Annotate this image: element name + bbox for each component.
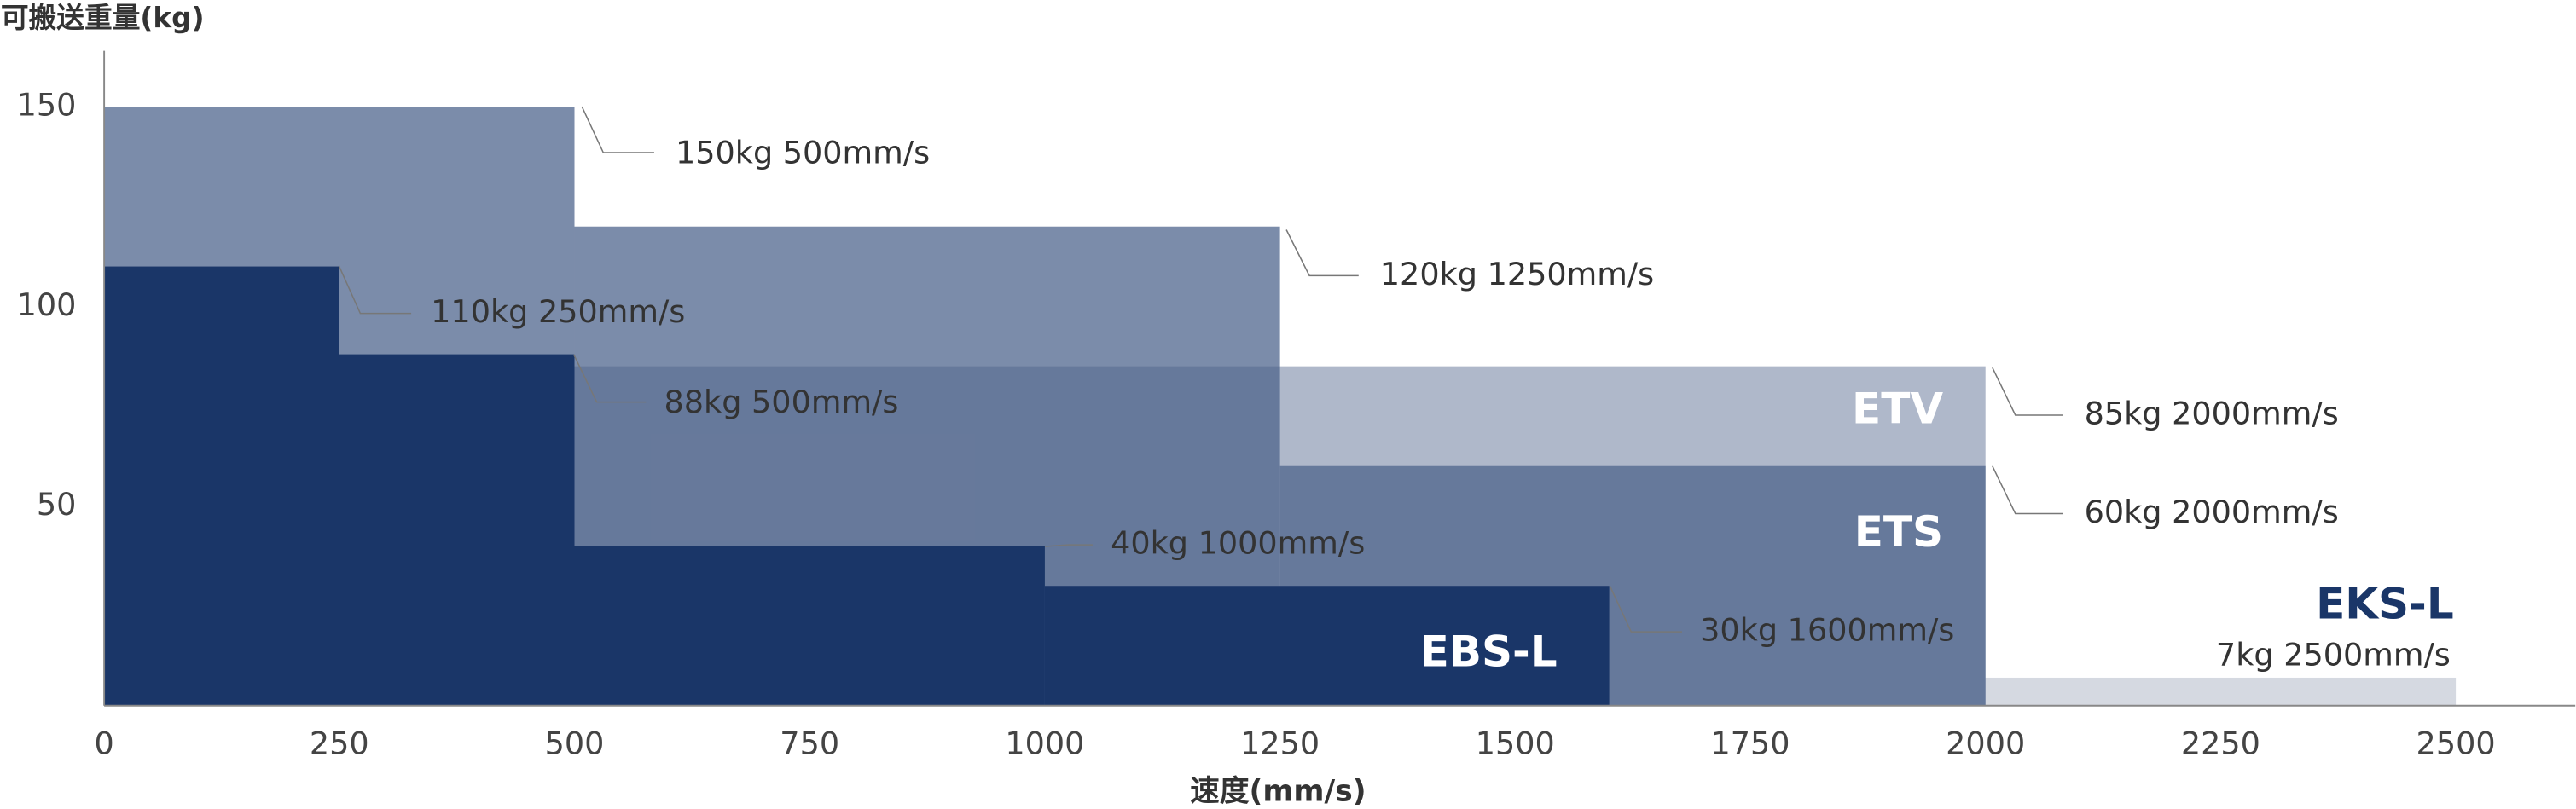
x-axis-label: 速度(mm/s) <box>1190 775 1366 809</box>
series-label: ETS <box>1854 507 1943 557</box>
series-label: ETV <box>1852 384 1943 434</box>
annotation: 88kg 500mm/s <box>664 384 899 420</box>
y-tick-label: 100 <box>17 286 77 323</box>
annotation: 30kg 1600mm/s <box>1700 612 1954 649</box>
annotation: 110kg 250mm/s <box>431 293 685 330</box>
annotation: 150kg 500mm/s <box>676 134 930 170</box>
x-tick-label: 0 <box>94 725 113 761</box>
x-tick-label: 2000 <box>1946 725 2025 761</box>
leader-line <box>1992 465 2063 515</box>
x-tick-label: 1750 <box>1710 725 1790 761</box>
step-area <box>104 266 339 706</box>
x-tick-label: 1000 <box>1005 725 1084 761</box>
series-label: EKS-L <box>2316 580 2454 629</box>
y-axis-label: 可搬送重量(kg) <box>1 2 205 34</box>
x-tick-label: 500 <box>545 725 605 761</box>
x-tick-label: 250 <box>310 725 369 761</box>
leader-line <box>1045 544 1093 547</box>
y-tick-label: 50 <box>37 486 77 523</box>
x-tick-label: 750 <box>780 725 839 761</box>
x-tick-label: 1250 <box>1240 725 1320 761</box>
step-area <box>339 354 575 706</box>
leader-line <box>338 265 412 315</box>
y-tick-label: 150 <box>17 87 77 124</box>
leader-line <box>1609 585 1682 633</box>
x-tick-label: 1500 <box>1476 725 1555 761</box>
leader-line <box>581 106 654 153</box>
x-tick-label: 2500 <box>2416 725 2496 761</box>
leader-line <box>1285 229 1359 277</box>
annotation: 85kg 2000mm/s <box>2085 396 2339 432</box>
leader-line <box>572 354 647 403</box>
step-area <box>1044 586 1610 706</box>
series-label: EBS-L <box>1420 627 1558 677</box>
step-area <box>574 546 1045 706</box>
annotation: 40kg 1000mm/s <box>1111 525 1365 562</box>
x-tick-label: 2250 <box>2181 725 2260 761</box>
annotation: 60kg 2000mm/s <box>2085 494 2339 530</box>
annotation: 7kg 2500mm/s <box>2216 636 2451 673</box>
leader-line <box>1992 367 2063 416</box>
annotation: 120kg 1250mm/s <box>1380 256 1654 292</box>
